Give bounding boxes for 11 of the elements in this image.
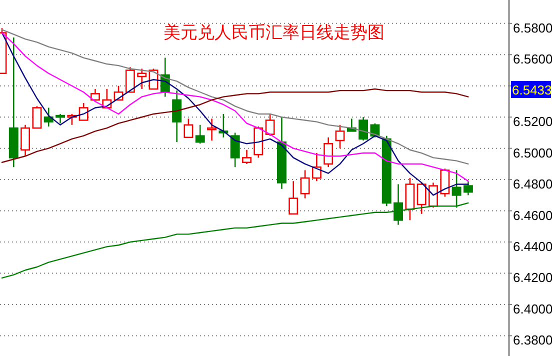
y-tick-label: 6.5600 [513, 52, 552, 67]
y-tick-label: 6.4800 [513, 176, 552, 192]
y-tick-label: 6.4600 [513, 208, 552, 223]
text: 美元兑人民币汇率日线走势图 [164, 23, 384, 43]
y-tick-label: 6.4000 [513, 301, 552, 316]
y-tick-label: 6.3800 [513, 332, 552, 348]
y-tick-label: 6.5200 [513, 114, 552, 130]
y-tick-label: 6.5000 [513, 145, 552, 160]
y-tick-label: 6.4200 [513, 270, 552, 286]
y-tick-label: 6.5800 [513, 20, 552, 36]
y-tick-label: 6.4400 [513, 239, 552, 254]
